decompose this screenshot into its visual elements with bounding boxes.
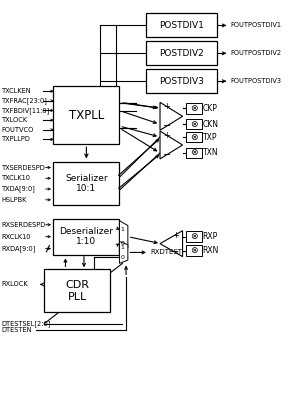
Text: FOUTPOSTDIV1: FOUTPOSTDIV1	[230, 22, 281, 28]
Text: ⊗: ⊗	[190, 104, 198, 113]
Text: 0: 0	[120, 255, 124, 260]
Text: Deserializer
1:10: Deserializer 1:10	[59, 227, 113, 246]
Text: ⊗: ⊗	[190, 120, 198, 129]
Text: TXFRAC[23:0]: TXFRAC[23:0]	[2, 98, 47, 104]
Bar	[186, 103, 202, 114]
Bar	[186, 132, 202, 142]
Text: CDR
PLL: CDR PLL	[65, 280, 89, 302]
Bar	[146, 69, 217, 93]
Text: 1: 1	[120, 227, 124, 232]
Text: ⊗: ⊗	[190, 232, 198, 241]
Polygon shape	[119, 242, 128, 263]
Text: DTESTEN: DTESTEN	[2, 327, 32, 333]
Text: CKN: CKN	[203, 120, 219, 129]
Text: POSTDIV1: POSTDIV1	[159, 21, 204, 30]
Text: −: −	[163, 150, 171, 160]
Text: POSTDIV2: POSTDIV2	[159, 49, 204, 58]
Bar	[53, 86, 119, 144]
Text: −: −	[171, 247, 179, 257]
Text: ⊗: ⊗	[190, 132, 198, 142]
Text: ⊗: ⊗	[190, 246, 198, 255]
Text: TXPLLPD: TXPLLPD	[2, 136, 31, 142]
Bar	[186, 119, 202, 130]
Bar	[146, 41, 217, 65]
Bar	[186, 148, 202, 158]
Text: HSLPBK: HSLPBK	[2, 197, 27, 203]
Text: RXDA[9:0]: RXDA[9:0]	[2, 245, 36, 252]
Text: TXFBDIV[11:0]: TXFBDIV[11:0]	[2, 107, 50, 114]
Text: RXCLK10: RXCLK10	[2, 234, 31, 240]
Bar	[53, 219, 119, 255]
Polygon shape	[160, 131, 183, 159]
Text: TXSERDESPD: TXSERDESPD	[2, 164, 45, 170]
Text: TXLOCK: TXLOCK	[2, 117, 28, 123]
Text: RXP: RXP	[203, 232, 218, 241]
Text: FOUTVCO: FOUTVCO	[2, 127, 34, 133]
Text: TXCLKEN: TXCLKEN	[2, 88, 31, 94]
Bar	[146, 14, 217, 37]
Text: +: +	[163, 102, 170, 111]
Bar	[44, 269, 111, 312]
Text: TXPLL: TXPLL	[69, 109, 104, 122]
Text: RXLOCK: RXLOCK	[2, 282, 28, 288]
Text: RXN: RXN	[203, 246, 219, 255]
Text: −: −	[163, 121, 171, 131]
Text: +: +	[172, 230, 179, 240]
Text: ⊗: ⊗	[190, 148, 198, 158]
Text: FOUTPOSTDIV2: FOUTPOSTDIV2	[230, 50, 281, 56]
Text: TXDA[9:0]: TXDA[9:0]	[2, 186, 35, 192]
Text: TXP: TXP	[203, 132, 217, 142]
Text: FOUTPOSTDIV3: FOUTPOSTDIV3	[230, 78, 281, 84]
Text: POSTDIV3: POSTDIV3	[159, 77, 204, 86]
Polygon shape	[160, 102, 183, 130]
Text: +: +	[163, 131, 170, 140]
Text: TXN: TXN	[203, 148, 218, 158]
Bar	[186, 246, 202, 256]
Text: DTESTSEL[2:0]: DTESTSEL[2:0]	[2, 320, 51, 327]
Polygon shape	[160, 231, 183, 257]
Text: CKP: CKP	[203, 104, 217, 113]
Text: RXDTEST: RXDTEST	[150, 250, 182, 256]
Text: 0: 0	[120, 241, 124, 246]
Text: RXSERDESPD: RXSERDESPD	[2, 222, 46, 228]
Text: 1: 1	[120, 245, 124, 250]
Polygon shape	[119, 221, 128, 253]
Text: TXCLK10: TXCLK10	[2, 175, 31, 181]
Bar	[186, 232, 202, 242]
Bar	[53, 162, 119, 205]
Text: Serializer
10:1: Serializer 10:1	[65, 174, 108, 193]
